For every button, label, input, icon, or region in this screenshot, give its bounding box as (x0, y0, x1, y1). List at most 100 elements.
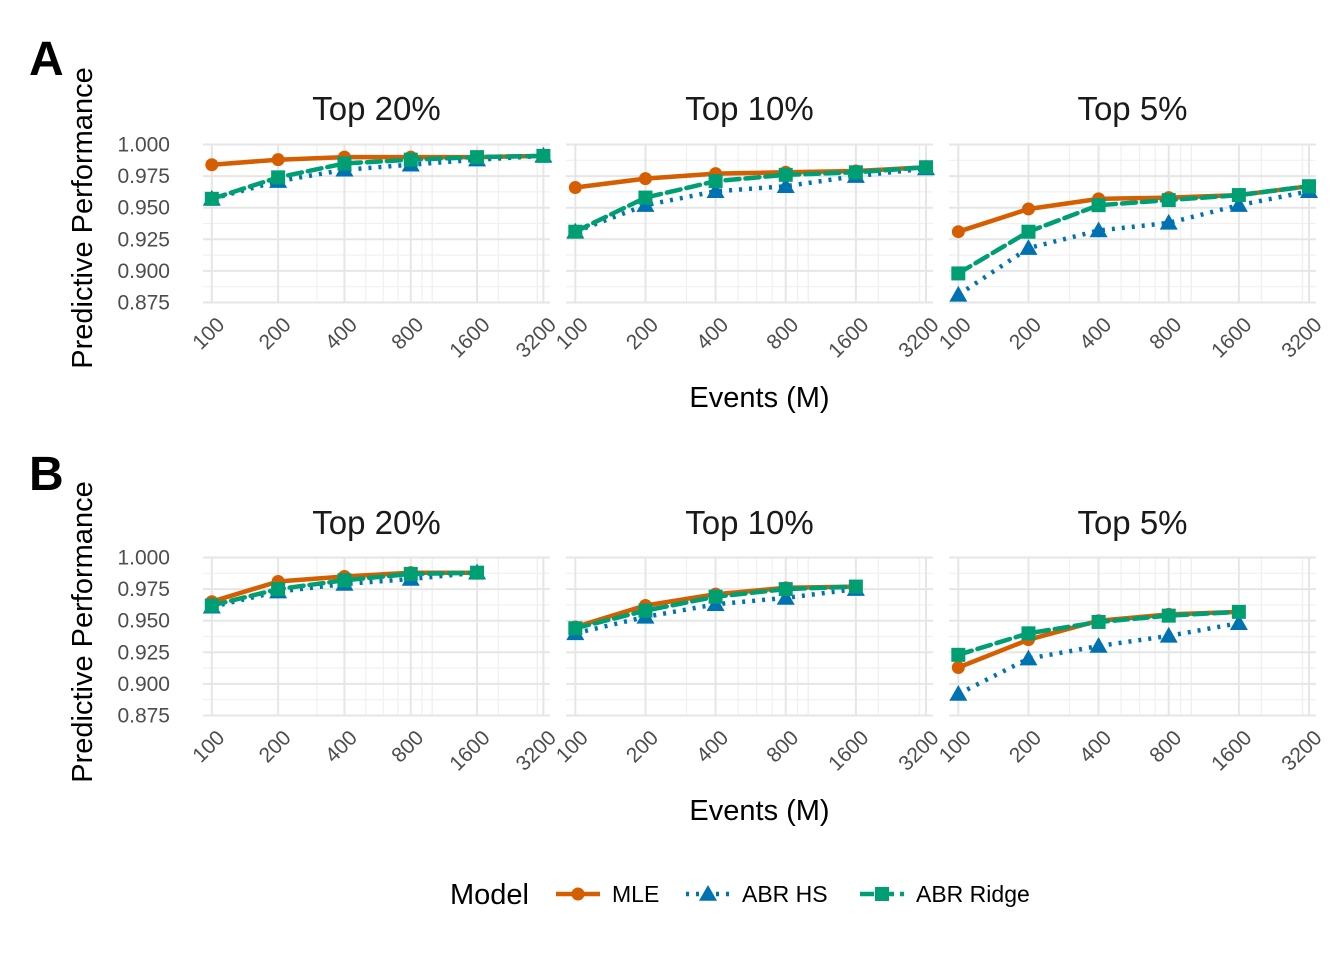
y-tick-label: 0.925 (117, 228, 170, 251)
data-point-abr-ridge (1231, 188, 1246, 203)
series-line-abr-ridge (956, 183, 1312, 276)
facet-panel: Top 5% 100 200 400 800 1600 3200 (935, 90, 1327, 363)
x-tick-label: 1600 (824, 313, 873, 362)
y-tick-label: 0.950 (117, 610, 170, 633)
y-tick-label: 0.925 (117, 641, 170, 664)
data-point-abr-ridge (470, 565, 485, 580)
data-point-abr-hs (1159, 213, 1178, 230)
series-line-abr-hs (957, 189, 1310, 297)
data-point-abr-ridge (708, 589, 723, 604)
data-point-abr-ridge (403, 152, 418, 167)
series-line-abr-ridge (209, 153, 546, 202)
legend-key-marker (699, 885, 717, 901)
legend-label: MLE (612, 881, 659, 907)
data-point-abr-ridge (536, 148, 551, 163)
y-tick-label: 0.875 (117, 292, 170, 315)
x-tick-label: 400 (321, 313, 362, 354)
x-tick-label: 400 (692, 726, 733, 767)
facet-panel: Top 20%100 200 400 800 1600 3200 (188, 90, 561, 363)
facet-title: Top 20% (312, 504, 440, 541)
data-point-abr-ridge (848, 165, 863, 180)
data-point-abr-ridge (1021, 224, 1036, 239)
data-point-abr-ridge (778, 167, 793, 182)
y-axis-label: Predictive Performance (67, 67, 99, 368)
data-point-abr-hs (949, 685, 968, 701)
facet-title: Top 10% (685, 504, 813, 541)
x-tick-label: 1600 (1207, 313, 1256, 362)
legend-label: ABR HS (742, 881, 828, 907)
data-point-abr-ridge (1231, 604, 1246, 619)
data-point-mle (951, 225, 965, 239)
x-tick-label: 3200 (1277, 726, 1326, 775)
x-tick-label: 800 (1145, 313, 1186, 354)
data-point-abr-hs (1229, 614, 1248, 630)
y-axis-label: Predictive Performance (67, 481, 99, 782)
data-point-mle (951, 660, 965, 674)
data-point-abr-ridge (919, 160, 934, 175)
data-point-abr-ridge (337, 156, 352, 171)
x-tick-label: 1600 (445, 313, 494, 362)
data-point-abr-hs (1019, 239, 1038, 255)
series-line-abr-ridge (573, 165, 929, 234)
data-point-abr-hs (1089, 221, 1108, 238)
facet-panel: Top 10%100 200 400 800 1600 3200 (552, 504, 944, 776)
data-point-abr-ridge (638, 603, 653, 618)
x-tick-label: 200 (255, 726, 296, 767)
y-tick-label: 0.950 (117, 197, 170, 220)
facet-panel: Top 10%100 200 400 800 1600 3200 (552, 90, 944, 363)
series-line-abr-hs (957, 620, 1240, 697)
x-tick-label: 200 (1005, 726, 1046, 767)
y-tick-label: 0.975 (117, 165, 170, 188)
y-tick-label: 0.975 (117, 578, 170, 601)
x-tick-label: 400 (1075, 726, 1116, 767)
x-axis-label: Events (M) (689, 795, 829, 827)
x-tick-label: 1600 (1207, 726, 1256, 775)
data-point-abr-ridge (568, 621, 583, 636)
x-tick-label: 1600 (824, 726, 873, 775)
data-point-abr-ridge (271, 582, 286, 597)
legend: Model MLE ABR HS ABR Ridge (450, 879, 1030, 911)
data-point-abr-ridge (951, 266, 966, 281)
data-point-abr-ridge (1021, 626, 1036, 641)
data-point-abr-ridge (1091, 614, 1106, 629)
data-point-abr-ridge (1302, 179, 1317, 194)
x-tick-label: 800 (762, 313, 803, 354)
data-point-mle (638, 172, 652, 186)
data-point-abr-hs (776, 177, 795, 193)
x-tick-label: 100 (188, 726, 229, 767)
x-tick-label: 1600 (445, 726, 494, 775)
data-point-mle (1021, 202, 1035, 216)
data-point-abr-ridge (848, 579, 863, 594)
data-point-abr-ridge (337, 573, 352, 588)
x-tick-label: 800 (762, 726, 803, 767)
legend-key-marker (571, 887, 585, 901)
data-point-abr-ridge (403, 566, 418, 581)
data-point-mle (205, 158, 219, 172)
data-point-abr-ridge (638, 190, 653, 205)
data-point-abr-ridge (568, 224, 583, 239)
x-tick-label: 400 (692, 313, 733, 354)
x-tick-label: 400 (1075, 313, 1116, 354)
data-point-mle (568, 180, 582, 194)
legend-key-marker (875, 887, 889, 901)
x-tick-label: 100 (552, 726, 593, 767)
facet-title: Top 10% (685, 90, 813, 127)
y-tick-label: 1.000 (117, 134, 170, 157)
data-point-abr-ridge (204, 191, 219, 206)
data-point-abr-ridge (1161, 608, 1176, 623)
panel-tag: A (29, 33, 64, 86)
data-point-abr-ridge (1161, 193, 1176, 208)
data-point-abr-hs (1229, 196, 1248, 212)
x-tick-label: 100 (935, 313, 976, 354)
data-point-abr-ridge (470, 150, 485, 165)
x-tick-label: 800 (387, 313, 428, 354)
data-point-abr-hs (1089, 636, 1108, 653)
x-tick-label: 100 (552, 313, 593, 354)
data-point-abr-ridge (951, 647, 966, 662)
panel-tag: B (29, 448, 64, 501)
y-tick-label: 0.900 (117, 260, 170, 283)
x-tick-label: 200 (255, 313, 296, 354)
x-tick-label: 200 (622, 313, 663, 354)
